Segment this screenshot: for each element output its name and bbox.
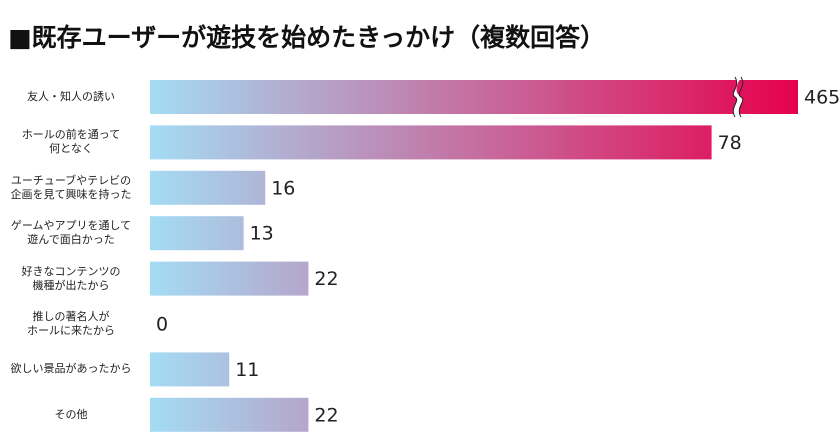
bar xyxy=(150,261,309,296)
category-label: 友人・知人の誘い xyxy=(27,90,115,103)
axis-break xyxy=(733,77,743,117)
value-label: 11 xyxy=(235,359,259,381)
bar xyxy=(150,216,244,251)
chart-title: ■既存ユーザーが遊技を始めたきっかけ（複数回答） xyxy=(8,23,606,52)
category-label: ゲームやアプリを通して 遊んで面白かった xyxy=(10,219,132,247)
value-label: 465 xyxy=(804,87,840,109)
value-label: 13 xyxy=(250,223,274,245)
value-label: 22 xyxy=(314,268,338,290)
value-label: 16 xyxy=(271,177,295,199)
axis-break-line xyxy=(738,76,744,118)
value-label: 78 xyxy=(718,132,742,154)
bar xyxy=(150,352,230,387)
bar xyxy=(150,397,309,432)
axis-break-line xyxy=(732,76,738,118)
category-label: ユーチューブやテレビの 企画を見て興味を持った xyxy=(10,173,132,201)
category-label: その他 xyxy=(54,407,88,421)
category-label: 推しの著名人が ホールに来たから xyxy=(27,310,115,337)
value-label: 22 xyxy=(314,404,338,426)
category-label: ホールの前を通って 何となく xyxy=(21,128,121,156)
category-label: 欲しい景品があったから xyxy=(10,362,132,376)
value-label: 0 xyxy=(156,314,168,336)
bar xyxy=(150,80,798,114)
category-label: 好きなコンテンツの 機種が出たから xyxy=(21,264,121,292)
bar xyxy=(150,170,266,205)
bar xyxy=(150,125,712,160)
